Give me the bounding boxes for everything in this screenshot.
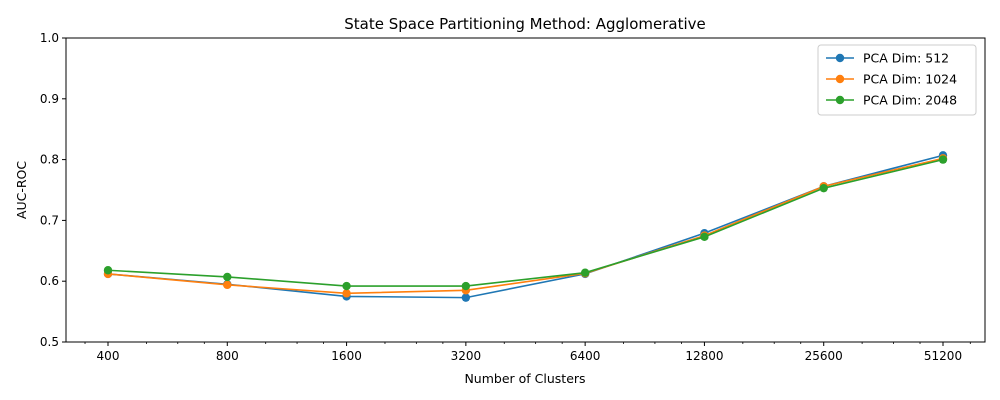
x-tick-label: 400	[97, 349, 120, 363]
legend-label: PCA Dim: 1024	[863, 72, 957, 87]
x-tick-label: 800	[216, 349, 239, 363]
series-line	[107, 154, 944, 299]
series-3	[103, 155, 948, 291]
legend-item: PCA Dim: 1024	[826, 72, 957, 87]
data-point	[103, 266, 113, 275]
legend-item: PCA Dim: 2048	[826, 93, 957, 108]
legend-item: PCA Dim: 512	[826, 51, 949, 66]
y-tick-label: 0.6	[40, 274, 59, 288]
y-tick-label: 0.7	[40, 213, 59, 227]
x-axis-label: Number of Clusters	[464, 371, 585, 386]
plot-frame	[65, 37, 986, 343]
legend-label: PCA Dim: 2048	[863, 93, 957, 108]
data-point	[342, 289, 351, 298]
x-axis: 400 800 1600 3200 6400 12800 25600 51200	[84, 342, 971, 363]
y-tick-label: 0.8	[40, 153, 59, 167]
y-tick-label: 0.9	[40, 92, 59, 106]
y-tick-label: 1.0	[40, 31, 59, 45]
data-point	[700, 232, 709, 242]
data-point	[342, 281, 351, 291]
data-point	[461, 293, 471, 302]
legend: PCA Dim: 512 PCA Dim: 1024 PCA Dim: 2048	[817, 44, 977, 116]
legend-marker	[835, 95, 845, 105]
x-tick-label: 12800	[685, 349, 723, 363]
legend-marker	[835, 53, 845, 63]
series-line	[107, 157, 944, 295]
legend-label: PCA Dim: 512	[863, 51, 949, 66]
data-point	[938, 155, 948, 164]
y-axis-label: AUC-ROC	[14, 161, 29, 219]
data-point	[580, 268, 590, 277]
data-point	[819, 183, 828, 193]
data-point	[461, 281, 471, 291]
legend-marker	[835, 74, 845, 84]
legend-box	[817, 44, 977, 116]
series-layer	[103, 151, 948, 302]
series-line	[107, 158, 944, 287]
x-tick-label: 1600	[331, 349, 362, 363]
x-tick-label: 6400	[570, 349, 601, 363]
data-point	[223, 280, 232, 290]
y-tick-label: 0.5	[40, 335, 59, 349]
chart-title: State Space Partitioning Method: Agglome…	[344, 15, 706, 33]
x-tick-label: 25600	[805, 349, 843, 363]
x-tick-label: 51200	[924, 349, 962, 363]
y-axis: 0.5 0.6 0.7 0.8 0.9 1.0	[40, 31, 66, 349]
data-point	[223, 272, 232, 282]
x-tick-label: 3200	[451, 349, 482, 363]
